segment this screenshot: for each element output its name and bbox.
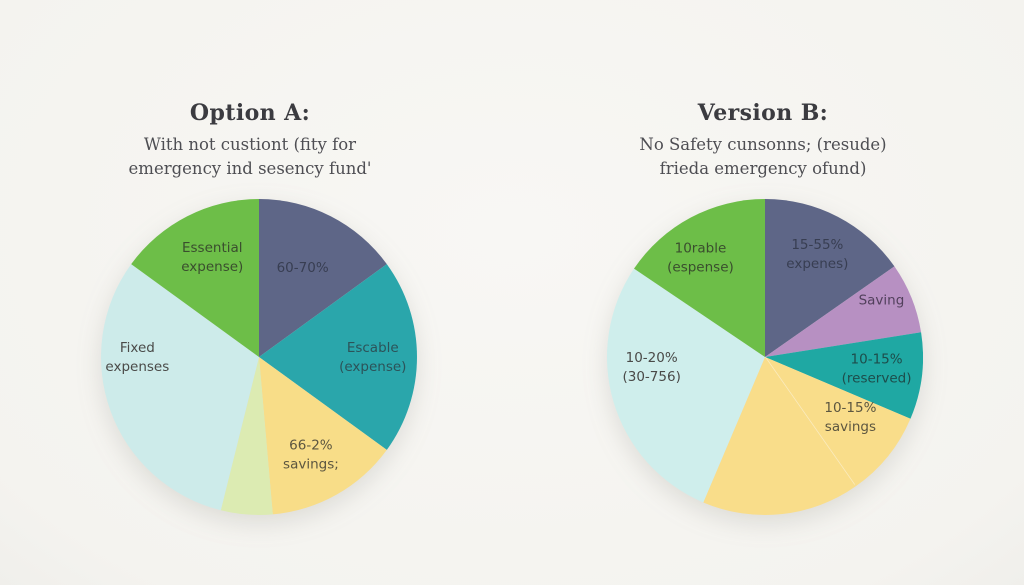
pie-slice-label-saving: Saving bbox=[859, 293, 905, 309]
pie-slice-durable-espense bbox=[634, 199, 765, 357]
chart-b-header: Version B: No Safety cunsonns; (resude) … bbox=[563, 100, 963, 181]
pie-chart-version-b: 15-55% expenes) Saving 10-15% (reserved) 10-1… bbox=[606, 199, 923, 516]
chart-b-subtitle-line-2: frieda emergency ofund) bbox=[659, 159, 867, 178]
pie-slice-savings-10-15 bbox=[765, 357, 911, 487]
pie-slice-escable-expense bbox=[259, 264, 417, 450]
pie-chart-option-a: 60-70% Escable (expense) 66-2% savings; Fixed… bbox=[101, 199, 417, 516]
pie-slice-savings-lower-wedge bbox=[703, 357, 856, 516]
chart-a-subtitle-line-2: emergency ind sesency fund' bbox=[128, 159, 372, 178]
pie-slice-savings-66-2 bbox=[259, 357, 387, 515]
pie-slice-essential-expense bbox=[131, 199, 259, 357]
pie-slice-expenses-15-55 bbox=[765, 199, 895, 357]
pie-slice-label-durable-espense: 10rable (espense) bbox=[667, 241, 734, 276]
pie-slice-label-essential-expense: Essential expense) bbox=[181, 240, 243, 275]
chart-b-title: Version B: bbox=[697, 100, 829, 126]
chart-a-title: Option A: bbox=[189, 100, 311, 126]
pie-slice-label-reserved-10-15: 10-15% (reserved) bbox=[842, 352, 912, 387]
pie-slice-label-expenses-60-70: 60-70% bbox=[277, 260, 329, 276]
pie-slice-expenses-60-70 bbox=[259, 199, 387, 357]
chart-b-subtitle-line-1: No Safety cunsonns; (resude) bbox=[639, 135, 887, 154]
chart-a-header: Option A: With not custiont (fity for em… bbox=[50, 100, 450, 181]
pie-slice-reserved-10-15 bbox=[765, 332, 923, 419]
pie-slice-label-savings-10-15: 10-15% savings bbox=[824, 400, 876, 435]
chart-a-subtitle-line-1: With not custiont (fity for bbox=[143, 135, 357, 154]
pie-slice-small-pale-wedge bbox=[220, 357, 273, 516]
pie-slice-label-range-10-20: 10-20% (30-756) bbox=[622, 350, 680, 385]
pie-slice-label-fixed-expenses: Fixed expenses bbox=[105, 340, 169, 375]
pie-slice-label-savings-66-2: 66-2% savings; bbox=[283, 438, 339, 473]
pie-slice-fixed-expenses bbox=[101, 264, 259, 511]
pie-slice-range-10-20 bbox=[606, 268, 765, 503]
pie-slice-label-escable-expense: Escable (expense) bbox=[339, 340, 406, 375]
pie-slice-label-expenses-15-55: 15-55% expenes) bbox=[786, 237, 848, 272]
pie-slice-saving bbox=[765, 266, 922, 357]
